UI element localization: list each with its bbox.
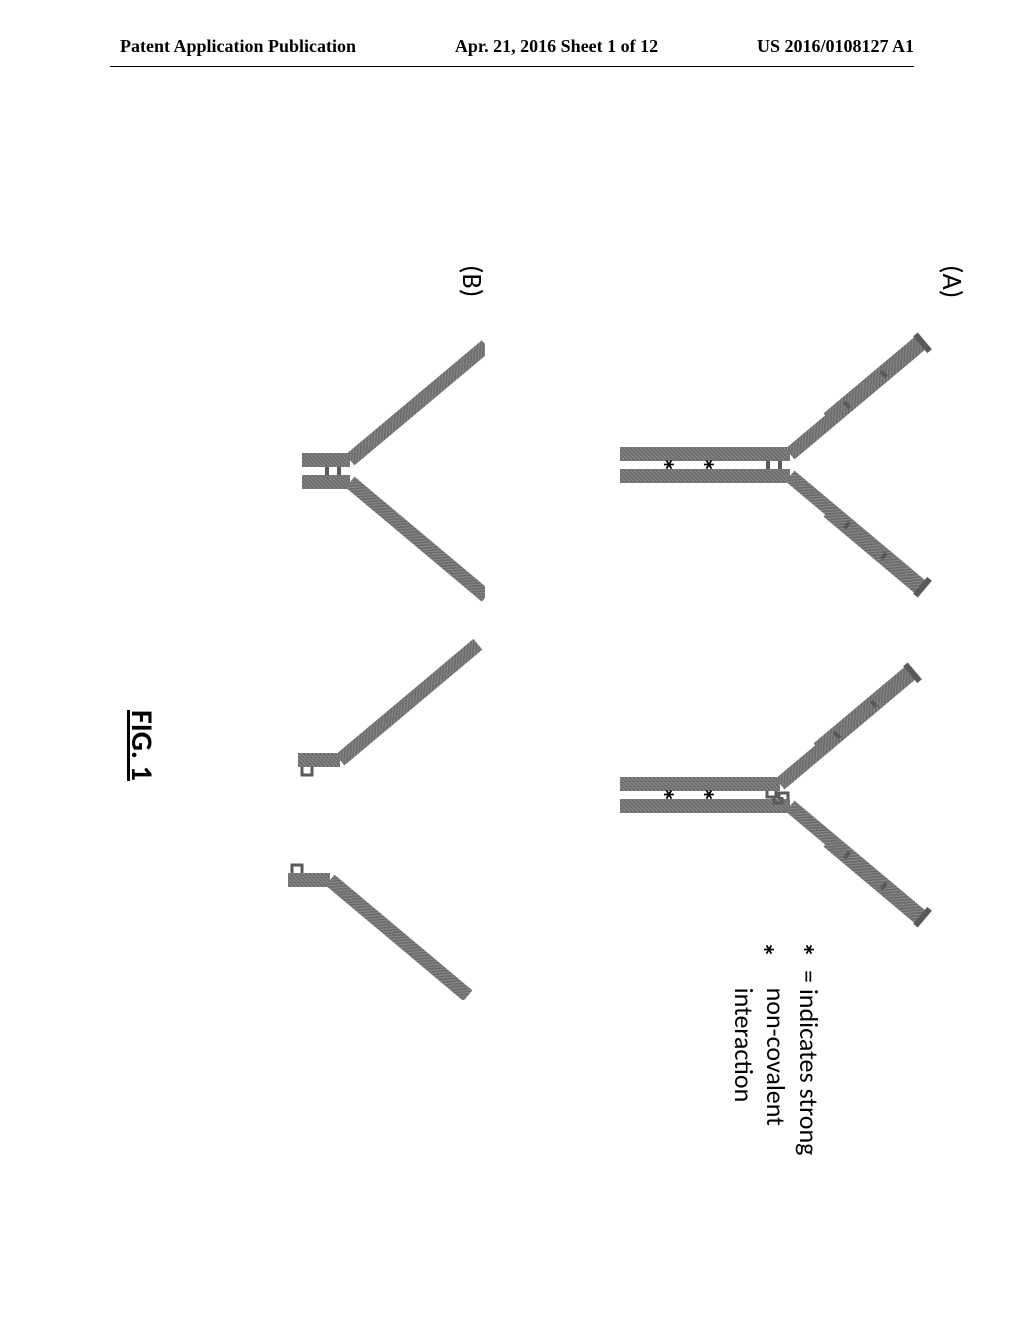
figure-caption: FIG. 1 (123, 710, 160, 781)
asterisk: * (643, 457, 680, 472)
header-left: Patent Application Publication (120, 36, 356, 57)
figure-1: (A) (B) (10, 255, 1010, 1035)
legend: = indicates strong non-covalent interact… (728, 970, 826, 1230)
row-label-b: (B) (455, 265, 490, 297)
legend-line2: non-covalent (761, 988, 793, 1126)
asterisk: * (683, 787, 720, 802)
asterisk: * (643, 787, 680, 802)
header-rule (110, 66, 914, 67)
row-label-a: (A) (935, 265, 970, 298)
page-header: Patent Application Publication Apr. 21, … (0, 36, 1024, 57)
legend-line3: interaction (728, 988, 760, 1103)
fragment-b-right (190, 630, 490, 1000)
header-right: US 2016/0108127 A1 (757, 36, 914, 57)
legend-eq: = (793, 970, 825, 983)
asterisk: * (683, 457, 720, 472)
fragment-b-left (205, 330, 485, 610)
asterisk: * (783, 942, 820, 957)
legend-line1: indicates strong (793, 989, 825, 1156)
asterisk: * (743, 942, 780, 957)
header-center: Apr. 21, 2016 Sheet 1 of 12 (455, 36, 658, 57)
